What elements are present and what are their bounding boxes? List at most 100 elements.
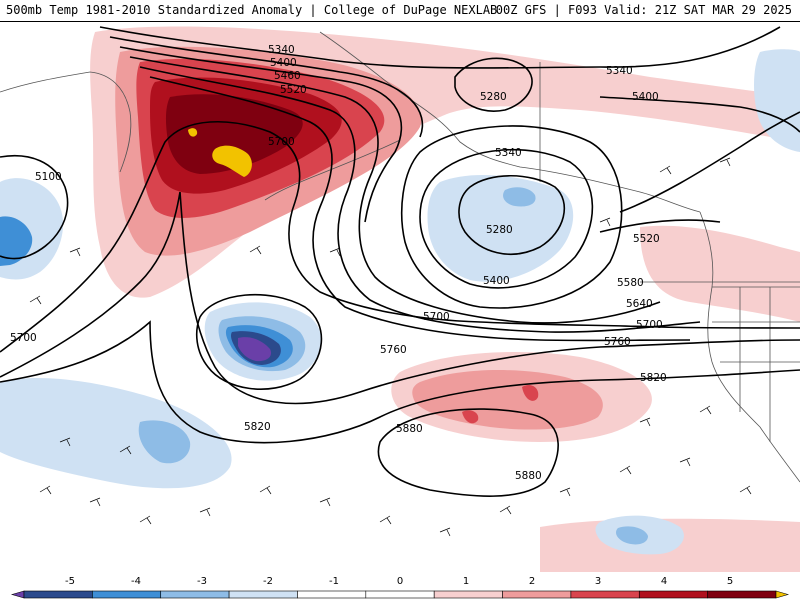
contour-label: 5340 [495,147,522,159]
warm-anomaly-region-south-mid [412,370,603,430]
contour-label: 5460 [274,70,301,82]
legend-color-segment [297,590,367,599]
cold-anomaly-region-northeast [754,49,800,152]
wind-barb [319,497,331,507]
wind-barb [119,445,132,455]
wind-barb [29,295,42,305]
coastline-siberia [0,71,132,173]
contour-label: 5340 [606,65,633,77]
coastline-alaska [319,31,701,213]
contour-label: 5520 [280,84,307,96]
contour-5640 [149,76,691,342]
max-anomaly-spot-2 [188,128,198,137]
contour-5100 [0,155,69,260]
contour-5280-low [458,174,566,255]
contour-label: 5820 [640,372,667,384]
contour-5700-low [195,293,323,390]
legend-color-segment [160,590,230,599]
model-run-info: 00Z GFS | F093 Valid: 21Z SAT MAR 29 202… [495,3,792,17]
contour-label: 5520 [633,233,660,245]
contour-5400-low [400,125,623,309]
legend-arrow-min [10,590,25,599]
coastline-pacific-northwest [699,211,800,483]
legend-color-segment [92,590,162,599]
legend-arrow-max [775,590,790,599]
wind-barb [69,247,81,257]
contour-5400-north [109,36,424,138]
legend-color-segment [638,590,708,599]
wind-barb [329,247,341,257]
legend-color-bar [10,590,790,599]
coastline-aleutians [264,139,401,201]
contour-5880-closed [377,408,559,497]
legend-tick-label: 5 [727,576,733,587]
contour-5760 [0,191,800,405]
temperature-anomaly-shading [0,26,800,572]
legend-color-segment [23,590,93,599]
legend-tick-label: -2 [263,576,273,587]
contour-5700-north [0,120,800,353]
legend-color-segment [365,590,435,599]
contour-label: 5700 [636,319,663,331]
legend-color-segment [502,590,572,599]
wind-barb [59,437,71,447]
legend-tick-labels: -5 -4 -3 -2 -1 0 1 2 3 4 5 [65,576,733,587]
warm-anomaly-region-east [640,225,800,322]
wind-barb [719,157,731,167]
wind-barb [699,405,712,415]
contour-5340-north [99,26,781,69]
legend-tick-label: 1 [463,576,469,587]
wind-barb [199,507,211,517]
contour-5520-east [599,219,721,233]
legend-tick-label: 2 [529,576,535,587]
contour-5340-low [419,148,594,289]
wind-barb [139,515,152,525]
contour-label: 5280 [480,91,507,103]
wind-barb [619,465,632,475]
wind-barb [39,485,52,495]
wind-barb [259,485,272,495]
contour-label: 5100 [35,171,62,183]
cold-anomaly-region-west-inner [0,216,33,266]
legend-tick-label: 0 [397,576,403,587]
wind-barb [439,527,451,537]
contour-labels: 5340 5400 5460 5520 5700 5100 5280 5340 … [10,44,667,482]
contour-label: 5400 [483,275,510,287]
wind-barb [249,245,262,255]
contour-label: 5760 [380,344,407,356]
contour-5820 [0,320,800,444]
anomaly-map: 5340 5400 5460 5520 5700 5100 5280 5340 … [0,26,800,572]
contour-5640-east [619,111,800,213]
contour-label: 5700 [423,311,450,323]
coastlines-and-borders [0,31,800,483]
cold-anomaly-region-aleutian-inner [503,187,536,207]
map-header: 500mb Temp 1981-2010 Standardized Anomal… [0,0,800,22]
contour-label: 5580 [617,277,644,289]
legend-tick-label: -3 [197,576,207,587]
legend-color-segment [707,590,777,599]
contour-label: 5340 [268,44,295,56]
legend-tick-label: 3 [595,576,601,587]
state-lines [712,286,800,442]
cold-anomaly-region-southeast-inner [616,526,648,545]
wind-barb [599,217,611,227]
map-title: 500mb Temp 1981-2010 Standardized Anomal… [6,3,498,17]
wind-barb [639,417,651,427]
contour-label: 5880 [515,470,542,482]
cold-anomaly-region-southwest [0,377,232,489]
contour-label: 5700 [10,332,37,344]
contour-label: 5880 [396,423,423,435]
contour-5400-east [599,96,800,133]
warm-anomaly-spot-a [522,385,539,401]
wind-barb [739,485,752,495]
wind-barb [379,515,392,525]
cold-anomaly-region-aleutian [427,175,574,282]
legend-tick-label: -4 [131,576,141,587]
contour-5520-north [129,56,661,324]
geopotential-height-contours [0,26,800,497]
wind-barb [679,457,691,467]
max-anomaly-spot-1 [212,145,252,177]
wind-barb [499,505,512,515]
contour-label: 5760 [604,336,631,348]
